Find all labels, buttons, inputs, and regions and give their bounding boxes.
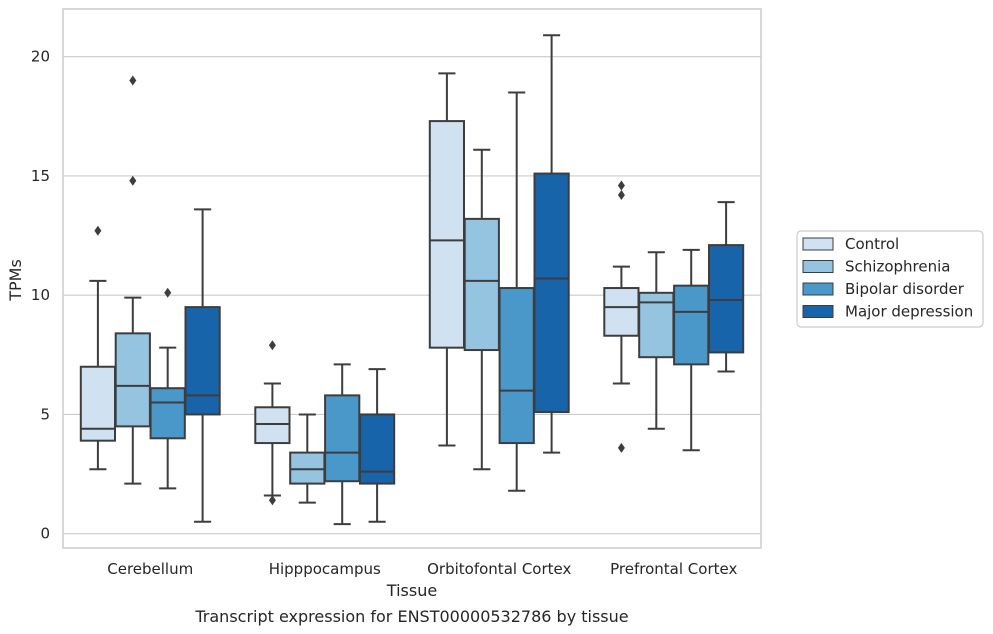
x-tick-labels: Cerebellum Hipppocampus Orbitofontal Corte… xyxy=(107,560,737,578)
box-major-depression-1 xyxy=(358,368,396,523)
iqr-box xyxy=(289,451,326,485)
y-tick-label: 10 xyxy=(31,286,50,304)
iqr-box xyxy=(603,287,640,337)
box-bipolar-disorder-1 xyxy=(324,363,361,526)
iqr-box xyxy=(358,413,396,485)
box-major-depression-2 xyxy=(533,34,570,454)
outlier-point xyxy=(94,225,102,236)
outlier-point xyxy=(617,190,625,201)
iqr-box xyxy=(707,244,745,354)
outlier-point xyxy=(268,340,276,351)
legend-label: Control xyxy=(845,235,899,253)
box-control-0 xyxy=(79,225,117,471)
box-schizophrenia-1 xyxy=(289,413,326,504)
x-axis-title: Tissue xyxy=(386,581,437,600)
box-schizophrenia-0 xyxy=(114,75,151,485)
iqr-box xyxy=(254,406,291,445)
x-tick-label: Cerebellum xyxy=(107,560,193,578)
outlier-point xyxy=(164,287,172,298)
iqr-box xyxy=(184,306,221,416)
y-axis-title: TPMs xyxy=(6,259,25,302)
box-control-3 xyxy=(603,180,640,453)
legend-label: Bipolar disorder xyxy=(845,280,965,298)
iqr-box xyxy=(533,172,570,414)
iqr-box xyxy=(114,332,151,428)
x-tick-label: Orbitofontal Cortex xyxy=(427,560,571,578)
legend-frame xyxy=(796,230,984,328)
y-tick-label: 20 xyxy=(31,48,50,66)
legend-swatch xyxy=(802,237,834,251)
y-tick-label: 5 xyxy=(40,405,50,423)
legend: Control Schizophrenia Bipolar disorder Majo… xyxy=(796,230,984,328)
iqr-box xyxy=(463,217,500,352)
box-schizophrenia-2 xyxy=(463,148,500,471)
chart-caption: Transcript expression for ENST0000053278… xyxy=(194,607,628,626)
box-schizophrenia-3 xyxy=(638,251,675,430)
y-tick-label: 0 xyxy=(40,525,50,543)
outlier-point xyxy=(617,180,625,191)
outlier-point xyxy=(129,75,137,86)
legend-swatch xyxy=(802,260,834,273)
x-tick-label: Hipppocampus xyxy=(269,560,381,578)
box-bipolar-disorder-2 xyxy=(498,91,535,492)
legend-label: Schizophrenia xyxy=(845,258,950,276)
legend-swatch xyxy=(802,282,834,296)
y-tick-labels: 0 5 10 15 20 xyxy=(31,48,50,543)
box-control-2 xyxy=(428,72,466,447)
iqr-box xyxy=(324,394,361,483)
box-major-depression-3 xyxy=(707,201,745,373)
iqr-box xyxy=(149,387,186,440)
iqr-box xyxy=(638,291,675,359)
y-tick-label: 15 xyxy=(31,167,50,185)
box-bipolar-disorder-3 xyxy=(673,248,710,452)
box-bipolar-disorder-0 xyxy=(149,287,186,490)
box-layer xyxy=(79,34,745,526)
legend-label: Major depression xyxy=(845,303,973,321)
plot-frame xyxy=(62,8,762,549)
box-major-depression-0 xyxy=(184,208,221,523)
legend-swatch xyxy=(802,305,834,318)
iqr-box xyxy=(673,284,710,366)
box-control-1 xyxy=(254,340,291,506)
outlier-point xyxy=(617,442,625,453)
outlier-point xyxy=(129,175,137,186)
iqr-box xyxy=(498,287,535,445)
x-tick-label: Prefrontal Cortex xyxy=(610,560,737,578)
iqr-box xyxy=(428,120,466,349)
outlier-point xyxy=(268,495,276,506)
